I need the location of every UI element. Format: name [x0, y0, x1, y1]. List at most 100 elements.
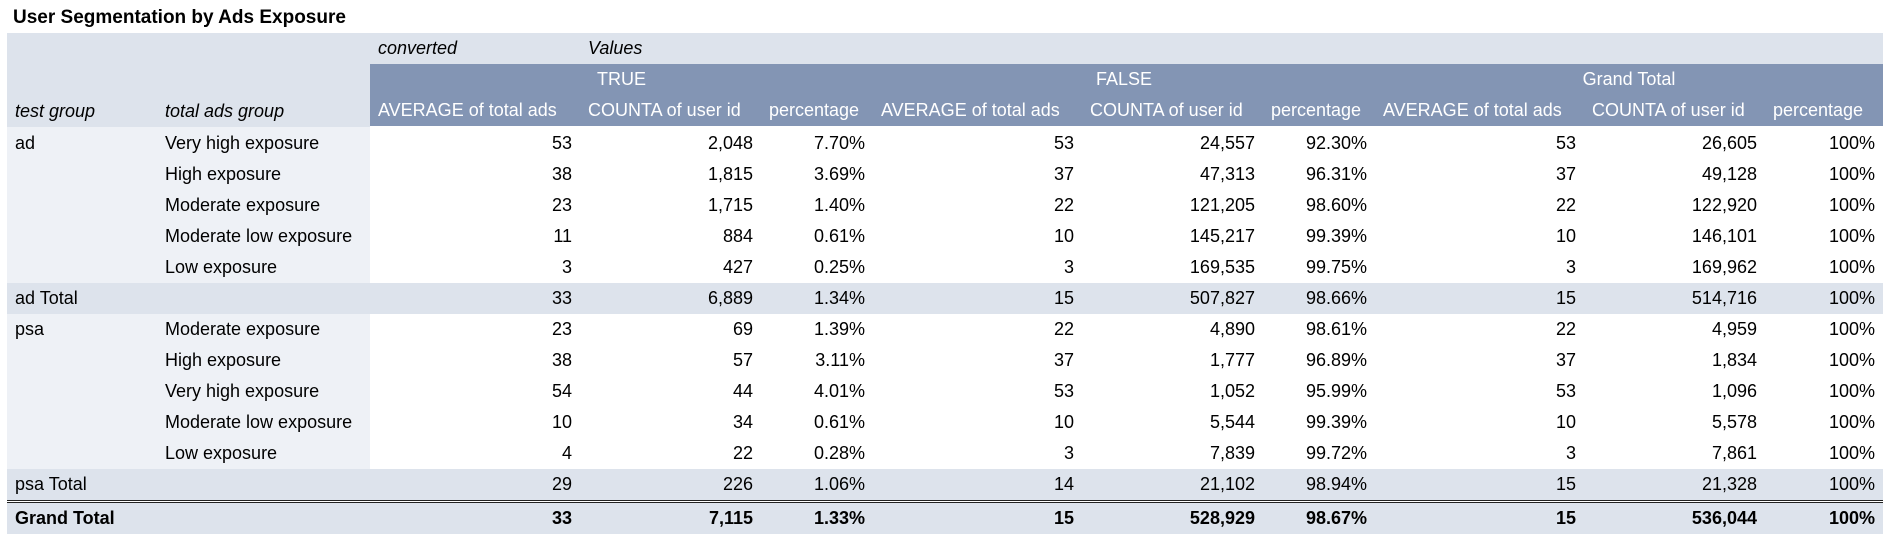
grand-total-value-cell[interactable]: 15 — [873, 500, 1082, 534]
value-cell[interactable]: 4.01% — [761, 376, 873, 407]
value-cell[interactable]: 4,959 — [1584, 314, 1765, 345]
value-cell[interactable]: 3 — [1375, 252, 1584, 283]
value-cell[interactable]: 7,839 — [1082, 438, 1263, 469]
value-cell[interactable]: 7,861 — [1584, 438, 1765, 469]
value-cell[interactable]: 44 — [580, 376, 761, 407]
value-cell[interactable]: 99.75% — [1263, 252, 1375, 283]
row-label-cell[interactable]: Moderate exposure — [157, 190, 370, 221]
value-cell[interactable]: 96.89% — [1263, 345, 1375, 376]
row-field-test-group[interactable]: test group — [7, 95, 157, 127]
value-cell[interactable]: 95.99% — [1263, 376, 1375, 407]
value-cell[interactable]: 122,920 — [1584, 190, 1765, 221]
measure-header[interactable]: AVERAGE of total ads — [873, 95, 1082, 128]
subtotal-value-cell[interactable]: 21,328 — [1584, 469, 1765, 502]
value-cell[interactable]: 1,815 — [580, 159, 761, 190]
value-cell[interactable]: 7.70% — [761, 127, 873, 159]
value-cell[interactable]: 0.61% — [761, 221, 873, 252]
value-cell[interactable]: 100% — [1765, 190, 1883, 221]
group-label-cell[interactable]: psa — [7, 314, 157, 345]
grand-total-value-cell[interactable]: 528,929 — [1082, 500, 1263, 534]
value-cell[interactable]: 1,777 — [1082, 345, 1263, 376]
value-cell[interactable]: 0.25% — [761, 252, 873, 283]
value-cell[interactable]: 49,128 — [1584, 159, 1765, 190]
value-cell[interactable]: 3 — [370, 252, 580, 283]
col-field-label[interactable]: converted — [370, 33, 580, 64]
value-cell[interactable]: 38 — [370, 159, 580, 190]
value-cell[interactable]: 1,096 — [1584, 376, 1765, 407]
row-label-cell[interactable]: Very high exposure — [157, 376, 370, 407]
value-cell[interactable]: 3 — [873, 438, 1082, 469]
subtotal-value-cell[interactable]: 29 — [370, 469, 580, 502]
value-cell[interactable]: 37 — [1375, 345, 1584, 376]
row-label-cell[interactable]: Low exposure — [157, 438, 370, 469]
grand-total-value-cell[interactable]: 98.67% — [1263, 500, 1375, 534]
row-field-total-ads-group[interactable]: total ads group — [157, 95, 370, 127]
value-cell[interactable]: 37 — [1375, 159, 1584, 190]
subtotal-label[interactable]: ad Total — [7, 283, 157, 314]
value-cell[interactable]: 26,605 — [1584, 127, 1765, 159]
subtotal-value-cell[interactable]: 1.34% — [761, 283, 873, 314]
value-cell[interactable]: 11 — [370, 221, 580, 252]
value-cell[interactable]: 169,962 — [1584, 252, 1765, 283]
value-cell[interactable]: 169,535 — [1082, 252, 1263, 283]
value-cell[interactable]: 47,313 — [1082, 159, 1263, 190]
value-cell[interactable]: 100% — [1765, 314, 1883, 345]
value-cell[interactable]: 98.61% — [1263, 314, 1375, 345]
grand-total-value-cell[interactable]: 100% — [1765, 500, 1883, 534]
grand-total-value-cell[interactable]: 536,044 — [1584, 500, 1765, 534]
value-cell[interactable]: 3 — [1375, 438, 1584, 469]
value-cell[interactable]: 1,052 — [1082, 376, 1263, 407]
value-cell[interactable]: 99.39% — [1263, 221, 1375, 252]
value-cell[interactable]: 22 — [873, 314, 1082, 345]
subtotal-value-cell[interactable]: 21,102 — [1082, 469, 1263, 502]
colgroup-false[interactable]: FALSE — [873, 64, 1375, 95]
measure-header[interactable]: AVERAGE of total ads — [370, 95, 580, 128]
row-label-cell[interactable]: Moderate exposure — [157, 314, 370, 345]
grand-total-value-cell[interactable]: 33 — [370, 500, 580, 534]
value-cell[interactable]: 22 — [1375, 190, 1584, 221]
value-cell[interactable]: 0.28% — [761, 438, 873, 469]
row-label-cell[interactable]: Moderate low exposure — [157, 221, 370, 252]
measure-header[interactable]: percentage — [1263, 95, 1375, 128]
subtotal-value-cell[interactable]: 6,889 — [580, 283, 761, 314]
value-cell[interactable]: 4 — [370, 438, 580, 469]
subtotal-value-cell[interactable]: 100% — [1765, 469, 1883, 502]
measure-header[interactable]: COUNTA of user id — [1082, 95, 1263, 128]
measure-header[interactable]: percentage — [1765, 95, 1883, 128]
row-label-cell[interactable]: Very high exposure — [157, 127, 370, 159]
value-cell[interactable]: 53 — [873, 127, 1082, 159]
value-cell[interactable]: 4,890 — [1082, 314, 1263, 345]
value-cell[interactable]: 121,205 — [1082, 190, 1263, 221]
group-label-cell[interactable] — [7, 345, 157, 376]
group-label-cell[interactable] — [7, 190, 157, 221]
value-cell[interactable]: 38 — [370, 345, 580, 376]
subtotal-value-cell[interactable]: 15 — [873, 283, 1082, 314]
grand-total-value-cell[interactable]: 1.33% — [761, 500, 873, 534]
value-cell[interactable]: 5,544 — [1082, 407, 1263, 438]
value-cell[interactable]: 100% — [1765, 376, 1883, 407]
value-cell[interactable]: 10 — [1375, 221, 1584, 252]
value-cell[interactable]: 22 — [580, 438, 761, 469]
value-cell[interactable]: 100% — [1765, 221, 1883, 252]
value-cell[interactable]: 10 — [370, 407, 580, 438]
value-cell[interactable]: 53 — [1375, 376, 1584, 407]
value-cell[interactable]: 100% — [1765, 159, 1883, 190]
colgroup-grand-total[interactable]: Grand Total — [1375, 64, 1883, 95]
measure-header[interactable]: AVERAGE of total ads — [1375, 95, 1584, 128]
value-cell[interactable]: 92.30% — [1263, 127, 1375, 159]
value-cell[interactable]: 1,834 — [1584, 345, 1765, 376]
value-cell[interactable]: 1,715 — [580, 190, 761, 221]
value-cell[interactable]: 3.69% — [761, 159, 873, 190]
value-cell[interactable]: 1.40% — [761, 190, 873, 221]
value-cell[interactable]: 3 — [873, 252, 1082, 283]
measure-header[interactable]: percentage — [761, 95, 873, 128]
value-cell[interactable]: 53 — [873, 376, 1082, 407]
value-cell[interactable]: 54 — [370, 376, 580, 407]
value-cell[interactable]: 10 — [873, 221, 1082, 252]
value-cell[interactable]: 10 — [1375, 407, 1584, 438]
row-label-cell[interactable]: High exposure — [157, 159, 370, 190]
subtotal-value-cell[interactable]: 100% — [1765, 283, 1883, 314]
measure-header[interactable]: COUNTA of user id — [580, 95, 761, 128]
value-cell[interactable]: 884 — [580, 221, 761, 252]
value-cell[interactable]: 99.39% — [1263, 407, 1375, 438]
